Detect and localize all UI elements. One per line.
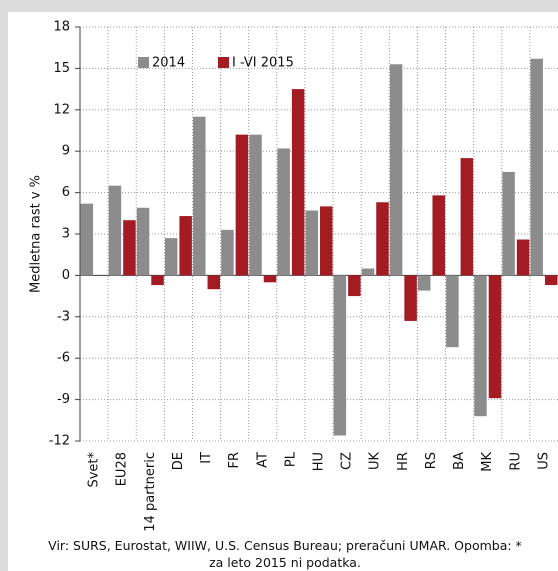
- source-note: Vir: SURS, Eurostat, WIIW, U.S. Census B…: [48, 538, 522, 570]
- y-tick-label: 6: [62, 185, 70, 200]
- bar: [136, 207, 150, 276]
- x-tick-label: DE: [171, 452, 186, 470]
- bar: [221, 229, 234, 276]
- bar: [530, 58, 543, 276]
- y-tick-label: -6: [57, 351, 70, 366]
- bar: [108, 185, 122, 276]
- x-tick-label: 14 partneric: [143, 452, 158, 532]
- y-tick-label: -3: [57, 309, 70, 324]
- x-tick-label: FR: [227, 452, 242, 469]
- x-tick-label: PL: [283, 451, 298, 467]
- panel: [8, 12, 558, 571]
- bar: [151, 275, 164, 286]
- legend-swatch: [138, 57, 149, 68]
- bar: [235, 134, 249, 276]
- x-tick-label: Svet*: [87, 452, 102, 488]
- y-tick-label: 0: [62, 268, 70, 283]
- y-tick-label: 18: [53, 20, 70, 35]
- bar: [348, 275, 361, 297]
- bar: [291, 89, 305, 276]
- y-tick-label: 3: [62, 227, 70, 242]
- bar: [207, 275, 221, 290]
- bar: [263, 275, 277, 283]
- bar: [193, 116, 206, 276]
- y-tick-label: -12: [49, 434, 70, 449]
- y-tick-label: 12: [53, 102, 70, 117]
- x-tick-label: RS: [424, 452, 439, 469]
- x-tick-label: BA: [452, 452, 467, 470]
- bar: [320, 206, 333, 276]
- bar: [417, 275, 431, 291]
- x-tick-label: US: [536, 452, 551, 470]
- x-tick-label: MK: [480, 452, 495, 472]
- x-tick-label: HU: [312, 452, 327, 471]
- bar: [277, 148, 290, 276]
- x-tick-label: IT: [199, 452, 214, 464]
- bar: [474, 275, 487, 417]
- bar: [446, 275, 459, 348]
- bar: [516, 239, 530, 276]
- bar: [179, 216, 192, 276]
- bar: [164, 238, 178, 276]
- bar: [80, 203, 94, 276]
- bar: [376, 202, 389, 276]
- bar: [544, 275, 558, 286]
- x-tick-label: HR: [396, 452, 411, 471]
- x-tick-label: RU: [508, 452, 523, 471]
- y-tick-label: -9: [57, 392, 70, 407]
- x-tick-label: UK: [368, 452, 383, 471]
- bar: [333, 275, 347, 436]
- legend-label: I -VI 2015: [232, 56, 294, 71]
- bar: [249, 134, 262, 276]
- bar: [389, 64, 403, 276]
- x-tick-label: CZ: [340, 452, 355, 470]
- bar: [123, 220, 136, 276]
- x-tick-label: EU28: [115, 452, 130, 486]
- bar: [460, 158, 474, 276]
- bar: [361, 268, 375, 276]
- bar: [502, 171, 515, 276]
- bar: [432, 195, 445, 276]
- y-tick-label: 9: [62, 144, 70, 159]
- legend-swatch: [218, 57, 229, 68]
- bar: [305, 210, 318, 276]
- legend-label: 2014: [152, 56, 185, 71]
- bar: [488, 275, 502, 399]
- y-tick-label: 15: [53, 61, 70, 76]
- x-tick-label: AT: [255, 452, 270, 468]
- y-axis-label: Medletna rast v %: [29, 175, 44, 293]
- bar: [404, 275, 417, 321]
